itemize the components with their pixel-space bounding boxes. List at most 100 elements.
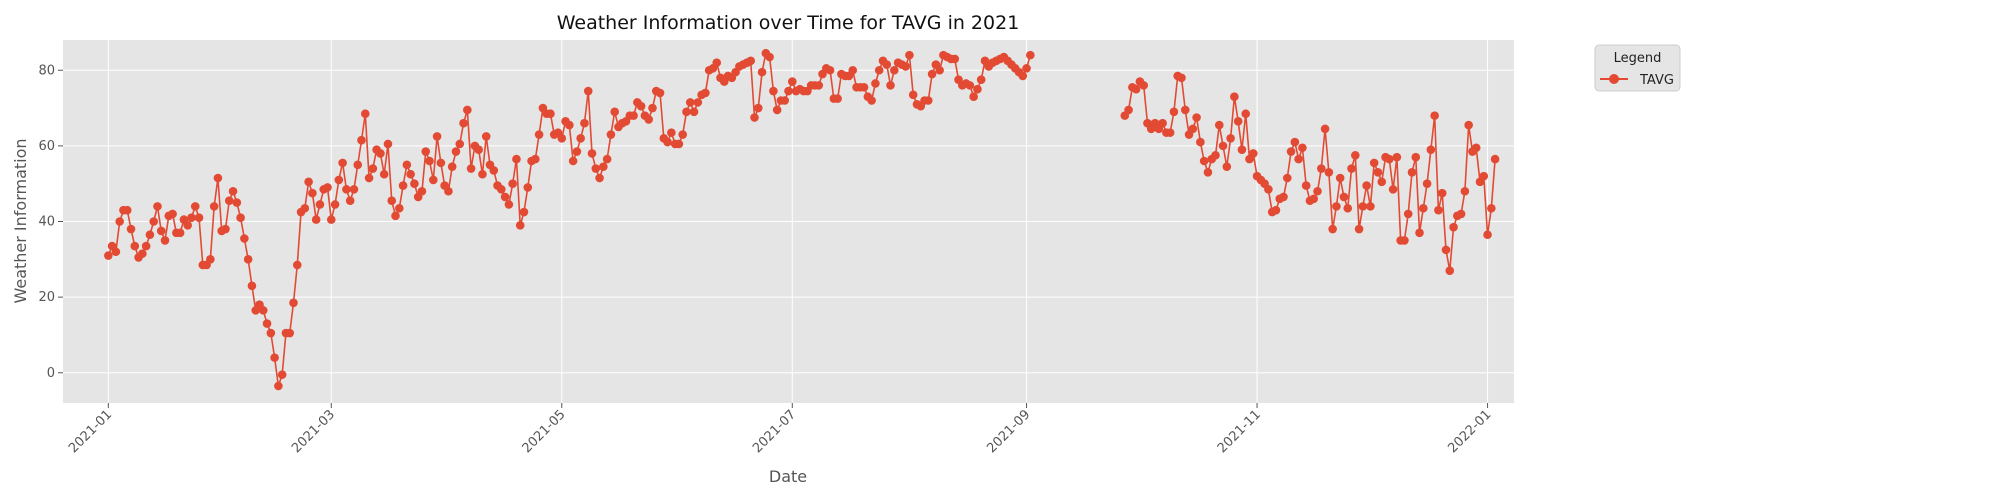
tavg-point	[674, 139, 684, 149]
tavg-point	[308, 188, 317, 198]
tavg-point	[636, 101, 646, 111]
tavg-point	[882, 60, 892, 69]
tavg-point	[591, 164, 601, 173]
tavg-point	[258, 306, 268, 315]
tavg-point	[784, 86, 793, 96]
tavg-point	[1192, 113, 1201, 122]
tavg-point	[663, 137, 672, 147]
tavg-point	[1392, 152, 1402, 162]
tavg-point	[682, 107, 691, 117]
tavg-point	[905, 50, 914, 60]
tavg-point	[859, 82, 869, 92]
tavg-point	[304, 177, 313, 187]
tavg-point	[353, 160, 363, 170]
tavg-point	[927, 69, 937, 79]
tavg-point	[655, 88, 665, 98]
tavg-point	[474, 145, 483, 154]
tavg-point	[1377, 177, 1387, 187]
tavg-point	[1403, 209, 1413, 219]
tavg-point	[349, 185, 359, 194]
tavg-point	[206, 255, 215, 264]
tavg-point	[572, 147, 582, 156]
tavg-point	[814, 81, 824, 90]
tavg-point	[629, 111, 638, 120]
tavg-point	[504, 200, 514, 209]
tavg-point	[950, 54, 960, 64]
tavg-point	[224, 196, 234, 205]
tavg-point	[1388, 185, 1398, 194]
tavg-point	[890, 65, 899, 75]
tavg-point	[455, 139, 465, 149]
tavg-point	[1131, 84, 1141, 94]
tavg-point	[750, 113, 759, 122]
tavg-point	[111, 247, 121, 257]
tavg-point	[1449, 222, 1458, 232]
tavg-point	[149, 217, 158, 226]
tavg-point	[183, 220, 192, 230]
tavg-point	[1290, 137, 1300, 147]
tavg-point	[644, 115, 653, 124]
tavg-point	[1203, 168, 1213, 177]
tavg-point	[595, 173, 604, 183]
tavg-point	[1347, 164, 1356, 173]
tavg-point	[1279, 192, 1288, 202]
tavg-point	[274, 381, 283, 391]
tavg-point	[489, 166, 499, 175]
tavg-point	[557, 134, 567, 143]
tavg-point	[712, 58, 722, 67]
tavg-point	[1490, 154, 1500, 164]
y-tick-label: 20	[38, 290, 55, 305]
tavg-point	[145, 230, 155, 240]
tavg-point	[580, 118, 589, 128]
tavg-point	[379, 169, 389, 179]
tavg-point	[213, 173, 223, 183]
tavg-point	[701, 88, 710, 98]
tavg-point	[1358, 202, 1368, 211]
tavg-point	[342, 185, 351, 194]
tavg-point	[357, 135, 366, 145]
tavg-point	[168, 209, 177, 219]
tavg-point	[376, 149, 385, 158]
tavg-point	[1434, 205, 1443, 215]
tavg-point	[447, 162, 457, 171]
chart-title: Weather Information over Time for TAVG i…	[557, 12, 1020, 34]
tavg-point	[1407, 168, 1417, 177]
legend-marker-swatch	[1609, 74, 1619, 84]
tavg-point	[1222, 162, 1232, 171]
tavg-point	[240, 234, 249, 243]
tavg-point	[122, 205, 132, 215]
tavg-point	[1479, 171, 1489, 181]
tavg-point	[1282, 173, 1292, 183]
tavg-point	[262, 319, 272, 328]
tavg-point	[523, 183, 533, 192]
tavg-point	[757, 67, 767, 77]
tavg-point	[1264, 185, 1273, 194]
tavg-point	[190, 202, 200, 211]
tavg-point	[1026, 50, 1035, 60]
tavg-point	[1441, 245, 1451, 255]
tavg-point	[1298, 143, 1307, 153]
tavg-point	[1332, 202, 1341, 211]
tavg-point	[534, 130, 544, 139]
tavg-point	[1169, 107, 1179, 117]
tavg-point	[1177, 73, 1186, 83]
tavg-point	[901, 62, 910, 71]
tavg-point	[1460, 186, 1470, 196]
tavg-point	[1301, 181, 1311, 190]
tavg-point	[497, 185, 506, 194]
tavg-point	[451, 147, 461, 156]
tavg-point	[406, 169, 415, 179]
tavg-point	[515, 220, 525, 230]
tavg-point	[765, 52, 774, 62]
tavg-point	[935, 65, 944, 75]
tavg-point	[138, 249, 147, 258]
tavg-point	[833, 94, 842, 103]
tavg-point	[1483, 230, 1492, 240]
tavg-point	[277, 370, 287, 379]
tavg-point	[753, 103, 763, 113]
tavg-point	[228, 186, 238, 196]
tavg-point	[871, 79, 880, 88]
tavg-point	[610, 107, 619, 117]
